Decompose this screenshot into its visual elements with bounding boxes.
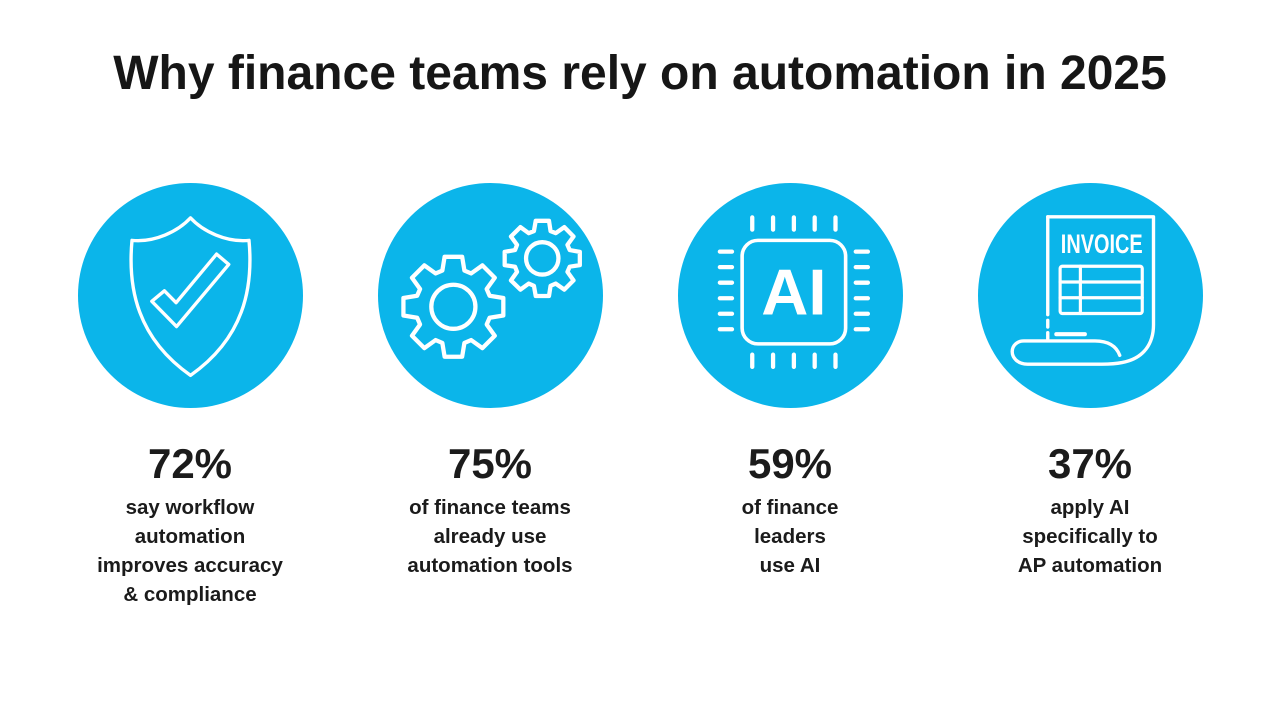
chip-top-pins	[749, 215, 838, 232]
shield-outline	[128, 216, 252, 378]
invoice-page-outline	[1010, 215, 1155, 366]
infographic-canvas: Why finance teams rely on automation in …	[0, 46, 1280, 720]
stat-column-leaders-use-ai: AI 59% of finance leaders use AI	[640, 183, 940, 609]
large-gear-hole	[428, 282, 478, 331]
shield-check-icon	[77, 183, 303, 408]
gears-graphic	[400, 218, 582, 359]
stat-percent: 37%	[1047, 440, 1133, 487]
invoice-table-lines	[1058, 264, 1144, 316]
page-title: Why finance teams rely on automation in …	[113, 47, 1167, 100]
chip-left-pins	[717, 249, 734, 332]
chip-body-outline	[739, 238, 847, 346]
chip-right-pins	[853, 249, 870, 332]
invoice-icon: INVOICE	[977, 183, 1203, 408]
stat-column-workflow-accuracy: 72% say workflow automation improves acc…	[40, 183, 340, 609]
small-gear-hole	[523, 240, 561, 277]
stat-percent: 75%	[447, 440, 533, 487]
invoice-graphic: INVOICE	[1010, 215, 1155, 366]
stat-column-ap-automation: INVOICE 37% apply AI specifically to AP …	[940, 183, 1240, 609]
ai-chip-icon: AI	[677, 183, 903, 408]
chip-ai-label: AI	[761, 256, 826, 329]
invoice-title-label: INVOICE	[1060, 229, 1142, 259]
stat-column-automation-tools: 75% of finance teams already use automat…	[340, 183, 640, 609]
stats-row: 72% say workflow automation improves acc…	[0, 183, 1280, 609]
shield-check-graphic	[128, 216, 252, 378]
ai-chip-graphic: AI	[717, 215, 870, 369]
chip-bottom-pins	[749, 352, 838, 369]
stat-percent: 59%	[747, 440, 833, 487]
small-gear-outline	[502, 218, 582, 299]
large-gear-outline	[400, 254, 505, 359]
stat-description: apply AI specifically to AP automation	[1017, 496, 1163, 577]
stat-description: of finance leaders use AI	[741, 496, 839, 577]
stat-percent: 72%	[147, 440, 233, 487]
checkmark-outline	[149, 252, 230, 329]
gears-icon	[377, 183, 603, 408]
stat-description: say workflow automation improves accurac…	[97, 496, 283, 606]
stat-description: of finance teams already use automation …	[407, 496, 573, 577]
invoice-table-outline	[1058, 264, 1144, 316]
